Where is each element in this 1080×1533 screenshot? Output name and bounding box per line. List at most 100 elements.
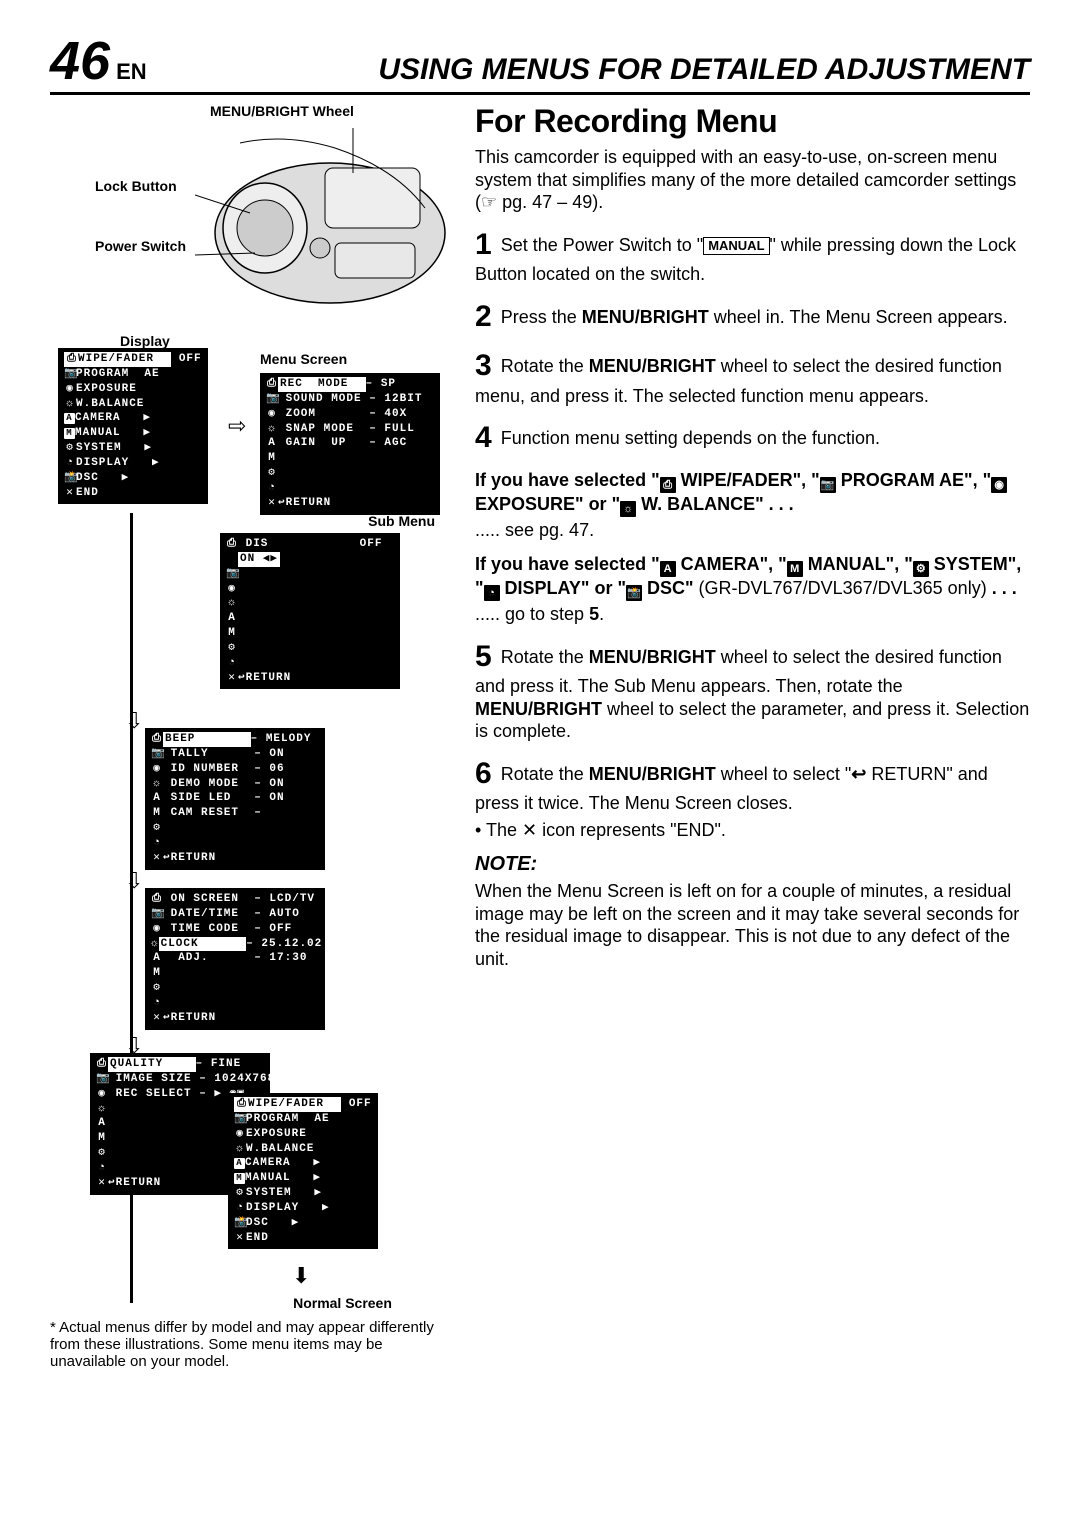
sel1-a: If you have selected " [475, 470, 660, 490]
sel2-c: MANUAL", " [803, 554, 913, 574]
intro-para: This camcorder is equipped with an easy-… [475, 146, 1030, 214]
sel2-e: DISPLAY" or " [500, 578, 626, 598]
submenu-dis: ⎙ DIS OFF ON ◀▶📷◉☼AM⚙◔✕ ↩RETURN [220, 533, 400, 689]
camcorder-illustration [195, 113, 455, 323]
step1-text-a: Set the Power Switch to " [501, 235, 703, 255]
menu-row: ⎙WIPE/FADER OFF [234, 1097, 372, 1112]
menu-row: ☼W.BALANCE [64, 397, 202, 412]
sel2-a: If you have selected " [475, 554, 660, 574]
bold-menu-bright: MENU/BRIGHT [589, 356, 716, 376]
return-row: ✕ ↩RETURN [151, 1011, 319, 1026]
submenu-row: A ADJ. – 17:30 [151, 951, 319, 966]
bold-menu-bright: MENU/BRIGHT [582, 307, 709, 327]
step-6: 6 Rotate the MENU/BRIGHT wheel to select… [475, 755, 1030, 815]
step-2: 2 Press the MENU/BRIGHT wheel in. The Me… [475, 298, 1030, 336]
label-sub-menu: Sub Menu [368, 513, 435, 529]
menu-row: ⚙SYSTEM ▶ [64, 441, 202, 456]
submenu-row: ◉ ZOOM – 40X [266, 407, 434, 422]
wbalance-icon: ☼ [620, 501, 636, 517]
page-header: 46 EN USING MENUS FOR DETAILED ADJUSTMEN… [50, 30, 1030, 95]
step6-bullet: • The ✕ icon represents "END". [475, 819, 1030, 842]
menu-row: ✕END [64, 486, 202, 501]
return-row: ✕ ↩RETURN [226, 671, 394, 686]
step-num-1: 1 [475, 228, 492, 261]
camera-icon: A [660, 561, 676, 577]
submenu-row: ☼ DEMO MODE – ON [151, 777, 319, 792]
arrow-right-icon: ⇨ [228, 413, 246, 439]
submenu-row: 📷 DATE/TIME – AUTO [151, 907, 319, 922]
note-body: When the Menu Screen is left on for a co… [475, 880, 1030, 970]
step-5: 5 Rotate the MENU/BRIGHT wheel to select… [475, 638, 1030, 743]
goto-step5: ..... go to step 5. [475, 603, 1030, 626]
menu-row: ⎙WIPE/FADER OFF [64, 352, 202, 367]
label-power-switch: Power Switch [95, 238, 186, 254]
arrow-down-icon: ⇩ [125, 868, 143, 894]
submenu-row: ⎙ ON SCREEN – LCD/TV [151, 892, 319, 907]
menu-row: ACAMERA ▶ [64, 411, 202, 426]
submenu-row: 📷 TALLY – ON [151, 747, 319, 762]
bottom-menu-box: ⎙WIPE/FADER OFF📷PROGRAM AE◉EXPOSURE☼W.BA… [228, 1093, 378, 1249]
submenu-row: ⎙ QUALITY – FINE [96, 1057, 264, 1072]
manual-icon: M [787, 561, 803, 577]
s5a: Rotate the [501, 647, 589, 667]
submenu-row: 📷 IMAGE SIZE – 1024X768 [96, 1072, 264, 1087]
section-title: For Recording Menu [475, 103, 1030, 140]
menu-row: ◔DISPLAY ▶ [234, 1201, 372, 1216]
menu-row: 📷PROGRAM AE [64, 367, 202, 382]
step-num-4: 4 [475, 421, 492, 454]
submenu-row: M CAM RESET – [151, 806, 319, 821]
menu-row: ✕END [234, 1231, 372, 1246]
menu-row: ☼W.BALANCE [234, 1142, 372, 1157]
see-pg47: ..... see pg. 47. [475, 519, 1030, 542]
label-lock-button: Lock Button [95, 178, 177, 194]
sel2-model: (GR-DVL767/DVL367/DVL365 only) [694, 578, 987, 598]
s6a: Rotate the [501, 764, 589, 784]
submenu-row: ☼ SNAP MODE – FULL [266, 422, 434, 437]
menu-row: 📸DSC ▶ [64, 471, 202, 486]
display-icon: ◔ [484, 585, 500, 601]
page-number: 46 [50, 30, 110, 92]
exposure-icon: ◉ [991, 477, 1007, 493]
menu-row: MMANUAL ▶ [64, 426, 202, 441]
main-menu-box: ⎙WIPE/FADER OFF📷PROGRAM AE◉EXPOSURE☼W.BA… [58, 348, 208, 504]
step-1: 1 Set the Power Switch to "MANUAL" while… [475, 226, 1030, 286]
menu-screen-box: ⎙ REC MODE – SP📷 SOUND MODE – 12BIT◉ ZOO… [260, 373, 440, 515]
label-menu-screen: Menu Screen [260, 351, 347, 367]
menu-row: MMANUAL ▶ [234, 1171, 372, 1186]
sel1-c: PROGRAM AE", " [836, 470, 991, 490]
return-row: ✕ ↩RETURN [266, 496, 434, 511]
submenu-row: ☼ CLOCK – 25.12.02 [151, 937, 319, 952]
submenu-display: ⎙ ON SCREEN – LCD/TV📷 DATE/TIME – AUTO◉ … [145, 888, 325, 1030]
label-display: Display [120, 333, 170, 349]
menu-row: ◔DISPLAY ▶ [64, 456, 202, 471]
menu-row: ◉EXPOSURE [64, 382, 202, 397]
menu-row: 📷PROGRAM AE [234, 1112, 372, 1127]
submenu-row: ◉ TIME CODE – OFF [151, 922, 319, 937]
program-ae-icon: 📷 [820, 477, 836, 493]
sel1-e: W. BALANCE" . . . [636, 494, 794, 514]
step-num-3: 3 [475, 349, 492, 382]
header-title: USING MENUS FOR DETAILED ADJUSTMENT [378, 53, 1030, 87]
right-column: For Recording Menu This camcorder is equ… [475, 103, 1030, 1370]
footnote: * Actual menus differ by model and may a… [50, 1319, 455, 1370]
return-row: ✕ ↩RETURN [151, 851, 319, 866]
selection-group-1: If you have selected "⎙ WIPE/FADER", "📷 … [475, 469, 1030, 517]
submenu-system: ⎙ BEEP – MELODY📷 TALLY – ON◉ ID NUMBER –… [145, 728, 325, 870]
s6b: wheel to select " [716, 764, 851, 784]
selection-group-2: If you have selected "A CAMERA", "M MANU… [475, 553, 1030, 601]
menu-row: ACAMERA ▶ [234, 1156, 372, 1171]
step-num-6: 6 [475, 757, 492, 790]
step-num-2: 2 [475, 300, 492, 333]
sel1-b: WIPE/FADER", " [676, 470, 820, 490]
submenu-row: A SIDE LED – ON [151, 791, 319, 806]
submenu-row: ⎙ DIS OFF [226, 537, 394, 552]
step4-text: Function menu setting depends on the fun… [501, 428, 880, 448]
menu-row: ⚙SYSTEM ▶ [234, 1186, 372, 1201]
arrow-down-icon: ⇩ [125, 708, 143, 734]
wipe-fader-icon: ⎙ [660, 477, 676, 493]
step-3: 3 Rotate the MENU/BRIGHT wheel to select… [475, 347, 1030, 407]
submenu-row: A GAIN UP – AGC [266, 436, 434, 451]
sel2-dots: . . . [987, 578, 1017, 598]
sel1-d: EXPOSURE" or " [475, 494, 620, 514]
submenu-row: ⎙ BEEP – MELODY [151, 732, 319, 747]
